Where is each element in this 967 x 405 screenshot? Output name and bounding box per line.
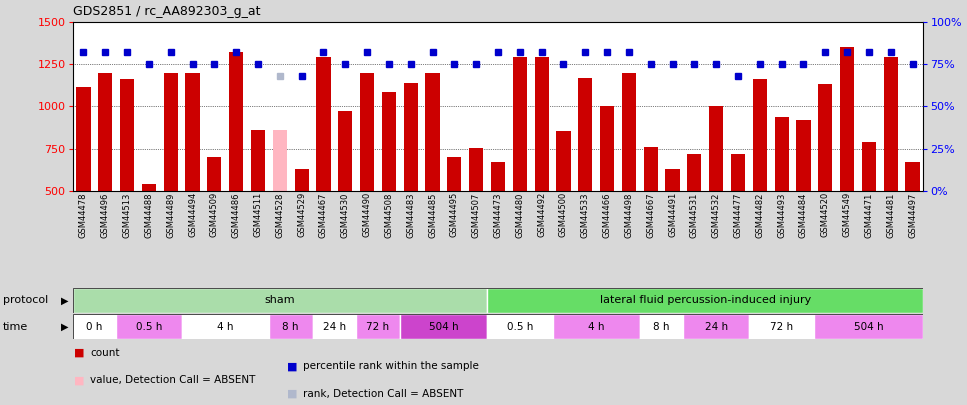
Text: ■: ■ <box>287 361 298 371</box>
Bar <box>840 47 854 191</box>
Bar <box>622 73 636 191</box>
Bar <box>665 169 680 191</box>
Bar <box>207 157 221 191</box>
Bar <box>403 83 418 191</box>
Bar <box>552 314 640 339</box>
Text: 0 h: 0 h <box>86 322 103 332</box>
Bar <box>578 78 593 191</box>
Text: ■: ■ <box>287 389 298 399</box>
Text: 8 h: 8 h <box>282 322 299 332</box>
Bar <box>709 106 723 191</box>
Text: ▶: ▶ <box>61 295 69 305</box>
Text: 24 h: 24 h <box>705 322 728 332</box>
Bar <box>312 314 356 339</box>
Bar <box>295 169 308 191</box>
Bar <box>487 288 923 313</box>
Bar <box>688 153 701 191</box>
Bar <box>752 79 767 191</box>
Text: 504 h: 504 h <box>428 322 458 332</box>
Bar <box>535 58 548 191</box>
Text: time: time <box>3 322 28 332</box>
Bar <box>250 130 265 191</box>
Text: count: count <box>90 347 120 358</box>
Bar <box>487 314 552 339</box>
Bar <box>797 120 810 191</box>
Text: 0.5 h: 0.5 h <box>507 322 533 332</box>
Bar <box>748 314 814 339</box>
Bar <box>182 314 269 339</box>
Bar <box>814 314 923 339</box>
Bar <box>399 314 487 339</box>
Text: 4 h: 4 h <box>217 322 233 332</box>
Text: sham: sham <box>265 295 295 305</box>
Bar <box>513 58 527 191</box>
Text: percentile rank within the sample: percentile rank within the sample <box>303 361 479 371</box>
Bar <box>229 52 244 191</box>
Text: 504 h: 504 h <box>854 322 884 332</box>
Bar <box>862 142 876 191</box>
Bar <box>116 314 182 339</box>
Text: ▶: ▶ <box>61 322 69 332</box>
Bar <box>905 162 920 191</box>
Bar <box>273 130 287 191</box>
Bar <box>120 79 134 191</box>
Text: value, Detection Call = ABSENT: value, Detection Call = ABSENT <box>90 375 255 385</box>
Bar <box>316 58 331 191</box>
Bar <box>644 147 658 191</box>
Text: 4 h: 4 h <box>588 322 604 332</box>
Bar <box>640 314 684 339</box>
Bar <box>556 131 571 191</box>
Bar <box>684 314 748 339</box>
Bar <box>382 92 396 191</box>
Bar <box>99 73 112 191</box>
Bar <box>76 87 91 191</box>
Bar <box>356 314 399 339</box>
Bar <box>775 117 789 191</box>
Text: 24 h: 24 h <box>323 322 346 332</box>
Bar <box>73 314 116 339</box>
Bar <box>448 157 461 191</box>
Bar <box>731 153 746 191</box>
Bar <box>142 184 156 191</box>
Bar <box>491 162 505 191</box>
Bar <box>338 111 352 191</box>
Text: rank, Detection Call = ABSENT: rank, Detection Call = ABSENT <box>303 389 463 399</box>
Bar <box>360 73 374 191</box>
Text: lateral fluid percussion-induced injury: lateral fluid percussion-induced injury <box>600 295 811 305</box>
Text: GDS2851 / rc_AA892303_g_at: GDS2851 / rc_AA892303_g_at <box>73 5 260 18</box>
Text: ■: ■ <box>74 347 85 358</box>
Text: 72 h: 72 h <box>770 322 793 332</box>
Text: ■: ■ <box>74 375 85 385</box>
Bar <box>469 148 484 191</box>
Bar <box>884 57 897 191</box>
Text: 8 h: 8 h <box>654 322 670 332</box>
Text: 0.5 h: 0.5 h <box>135 322 162 332</box>
Text: protocol: protocol <box>3 295 48 305</box>
Bar <box>818 83 833 191</box>
Bar <box>600 106 614 191</box>
Bar <box>269 314 312 339</box>
Bar <box>186 73 199 191</box>
Bar <box>73 288 487 313</box>
Bar <box>163 73 178 191</box>
Text: 72 h: 72 h <box>366 322 390 332</box>
Bar <box>425 73 440 191</box>
